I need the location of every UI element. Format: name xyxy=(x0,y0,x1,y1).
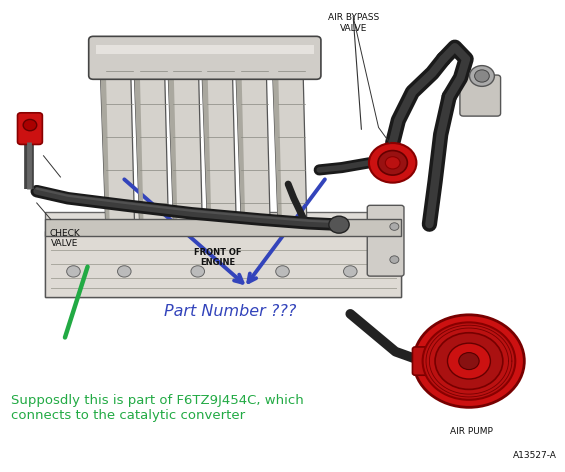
Circle shape xyxy=(118,266,131,277)
Circle shape xyxy=(191,266,205,277)
Circle shape xyxy=(447,343,490,379)
Polygon shape xyxy=(168,61,177,222)
Text: CHECK
VALVE: CHECK VALVE xyxy=(50,229,80,248)
Text: AIR BYPASS
VALVE: AIR BYPASS VALVE xyxy=(328,13,379,33)
Circle shape xyxy=(23,119,37,131)
Polygon shape xyxy=(272,61,307,222)
Circle shape xyxy=(276,266,289,277)
Polygon shape xyxy=(202,61,211,222)
Bar xyxy=(45,219,401,236)
Circle shape xyxy=(329,216,349,233)
Circle shape xyxy=(470,66,494,86)
Text: Supposdly this is part of F6TZ9J454C, which
connects to the catalytic converter: Supposdly this is part of F6TZ9J454C, wh… xyxy=(11,394,304,422)
Circle shape xyxy=(459,353,479,370)
FancyBboxPatch shape xyxy=(18,113,42,144)
Polygon shape xyxy=(100,61,134,222)
Circle shape xyxy=(67,266,80,277)
Circle shape xyxy=(414,315,524,407)
Circle shape xyxy=(344,266,357,277)
Polygon shape xyxy=(134,61,168,222)
Bar xyxy=(96,45,314,54)
Text: AIR PUMP: AIR PUMP xyxy=(450,427,493,436)
Text: FRONT OF
ENGINE: FRONT OF ENGINE xyxy=(194,248,241,267)
Circle shape xyxy=(475,70,489,82)
Polygon shape xyxy=(168,61,202,222)
FancyBboxPatch shape xyxy=(89,36,321,79)
FancyBboxPatch shape xyxy=(460,75,501,116)
Polygon shape xyxy=(236,61,245,222)
Polygon shape xyxy=(134,61,144,222)
Polygon shape xyxy=(202,61,236,222)
Circle shape xyxy=(369,143,416,183)
FancyBboxPatch shape xyxy=(367,205,404,276)
Polygon shape xyxy=(100,61,110,222)
Polygon shape xyxy=(236,61,270,222)
Circle shape xyxy=(435,333,503,389)
Text: A13527-A: A13527-A xyxy=(512,451,557,460)
Bar xyxy=(45,231,401,297)
Circle shape xyxy=(385,157,400,169)
Polygon shape xyxy=(272,61,282,222)
Bar xyxy=(45,212,401,297)
Circle shape xyxy=(390,223,399,230)
Circle shape xyxy=(423,322,515,400)
FancyBboxPatch shape xyxy=(412,347,472,375)
Circle shape xyxy=(378,151,407,175)
Circle shape xyxy=(390,256,399,263)
Text: Part Number ???: Part Number ??? xyxy=(164,304,296,320)
